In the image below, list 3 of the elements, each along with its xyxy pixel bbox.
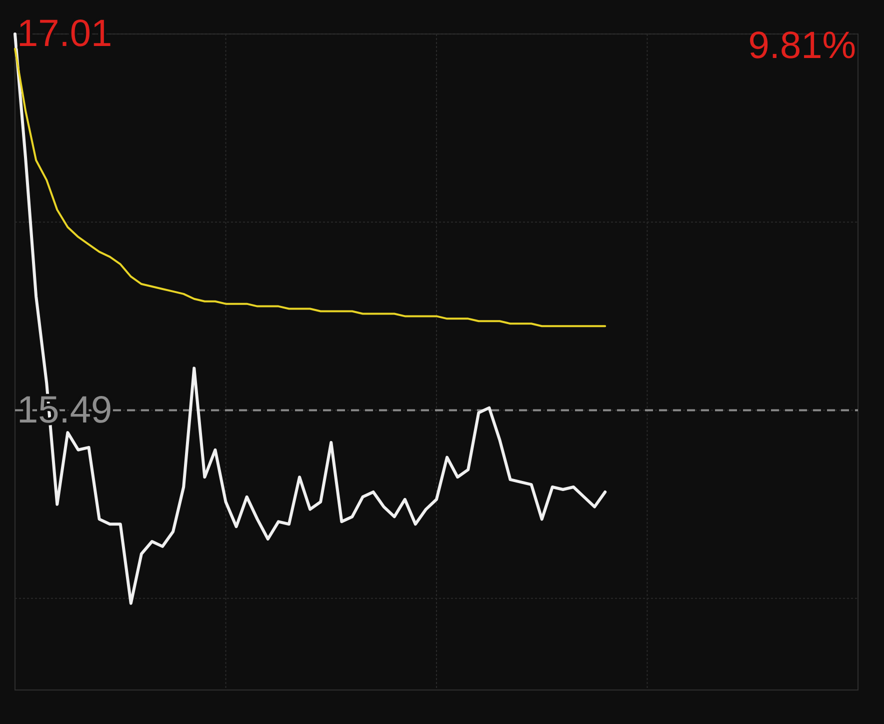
annotation: 9.81% (748, 25, 856, 67)
line-series (14, 48, 606, 328)
y-tick-label: 17.01 (17, 13, 112, 55)
